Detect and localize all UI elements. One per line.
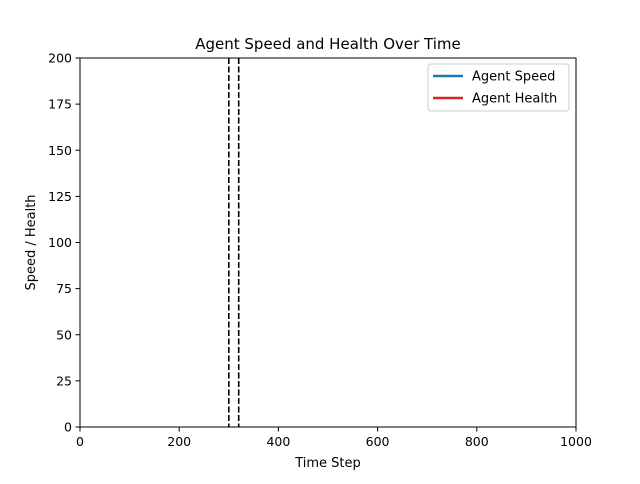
legend-label-agent-speed: Agent Speed (472, 70, 555, 85)
y-tick-label: 0 (64, 420, 72, 435)
chart-title: Agent Speed and Health Over Time (195, 35, 461, 53)
y-ticks: 0 25 50 75 100 125 150 175 200 (48, 51, 80, 435)
x-tick-label: 800 (465, 434, 489, 449)
x-tick-label: 600 (366, 434, 390, 449)
legend-box (427, 63, 570, 112)
y-tick-label: 100 (48, 235, 72, 250)
x-ticks: 0 200 400 600 800 1000 (76, 427, 592, 449)
x-tick-label: 1000 (560, 434, 592, 449)
x-tick-label: 0 (76, 434, 84, 449)
y-axis-label: Speed / Health (24, 194, 39, 290)
y-tick-label: 150 (48, 143, 72, 158)
legend: Agent Speed Agent Health (427, 63, 570, 112)
y-tick-label: 125 (48, 189, 72, 204)
y-tick-label: 75 (56, 281, 72, 296)
legend-label-agent-health: Agent Health (472, 92, 557, 107)
vertical-lines-layer (228, 58, 240, 427)
y-tick-label: 200 (48, 51, 72, 66)
x-tick-label: 200 (167, 434, 191, 449)
y-tick-label: 175 (48, 97, 72, 112)
y-tick-label: 25 (56, 373, 72, 388)
x-tick-label: 400 (266, 434, 290, 449)
y-tick-label: 50 (56, 327, 72, 342)
x-axis-label: Time Step (294, 456, 361, 471)
